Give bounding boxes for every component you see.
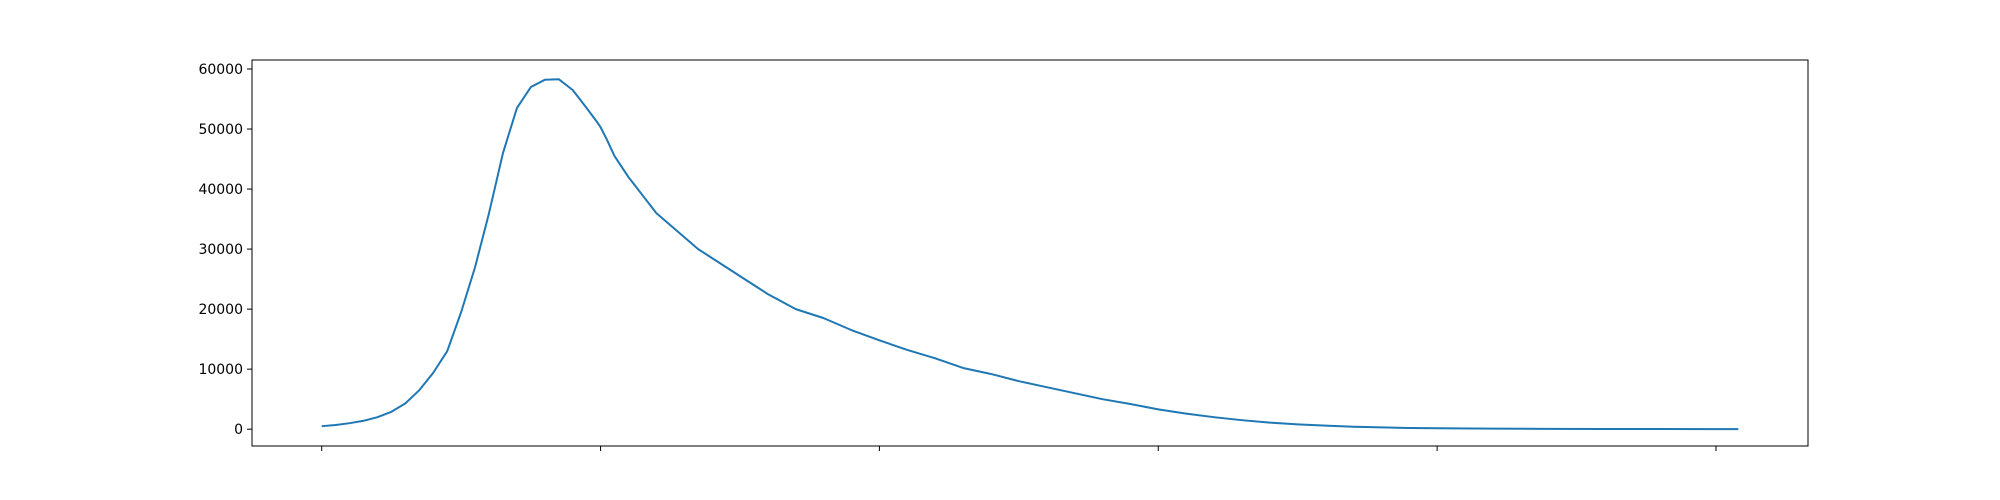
y-tick-label: 40000 <box>198 182 243 198</box>
plot-area <box>251 59 1809 447</box>
y-tick-label: 0 <box>234 422 243 438</box>
x-axis <box>321 446 1717 451</box>
y-tick-label: 10000 <box>198 362 243 378</box>
y-axis: 0 10000 20000 30000 40000 50000 60000 <box>198 62 252 438</box>
y-tick-label: 30000 <box>198 242 243 258</box>
y-tick-label: 20000 <box>198 302 243 318</box>
y-tick-label: 50000 <box>198 122 243 138</box>
series-line <box>321 78 1739 431</box>
y-tick-label: 60000 <box>198 62 243 78</box>
